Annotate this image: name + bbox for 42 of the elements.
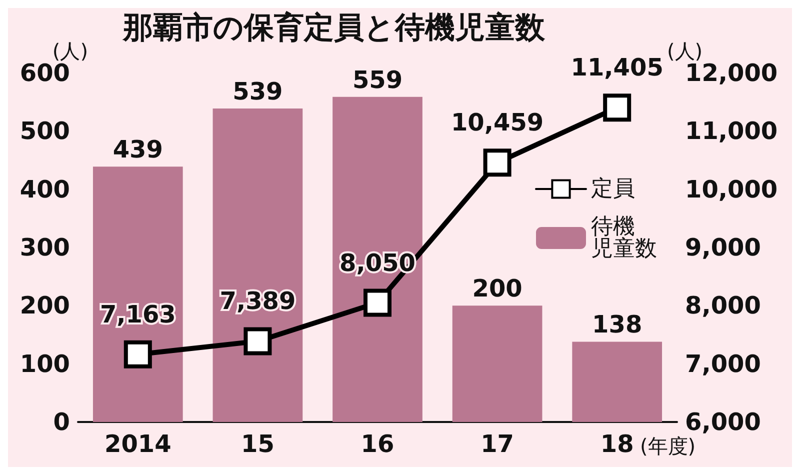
point [244,327,272,356]
y-tick-label: 0 [53,408,70,436]
y-tick-label: 400 [20,175,70,204]
y-tick-label: 100 [20,350,70,378]
point [124,340,152,368]
chart-title: 那覇市の保育定員と待機児童数 [122,10,546,46]
bar [452,306,542,422]
y-tick-label: 300 [20,234,70,262]
data-label: 10,459 [450,108,544,137]
data-label: 138 [592,310,642,339]
data-label: 200 [472,274,522,303]
x-tick-label: 16 [360,430,394,458]
x-axis-title: (年度) [640,434,696,458]
y2-tick-label: 10,000 [685,175,778,204]
y-axis-title: (人) [52,39,88,63]
point [603,94,632,122]
data-label: 439 [112,136,163,164]
y2-axis-title: (人) [667,39,703,63]
x-tick-label: 18 [600,430,634,458]
bar [92,166,183,422]
y2-tick-label: 9,000 [685,234,761,262]
point [483,148,512,177]
x-tick-label: 2014 [104,430,172,458]
bar [212,108,303,422]
legend-label: 定員 [591,176,635,202]
bar [572,342,662,422]
y-tick-label: 500 [20,117,70,146]
data-label: 7,389 [220,287,296,316]
data-label: 7,163 [100,300,176,328]
data-label: 559 [352,66,403,94]
data-label: 11,405 [570,54,664,82]
bar [332,96,422,422]
point [364,288,392,317]
data-label: 539 [232,77,283,106]
legend-label: 待機児童数 [591,214,657,262]
y2-tick-label: 7,000 [685,350,761,378]
y-tick-label: 200 [20,292,70,320]
x-tick-label: 17 [480,430,514,458]
x-tick-label: 15 [240,430,274,458]
y2-tick-label: 6,000 [685,408,761,436]
y2-tick-label: 11,000 [685,117,778,146]
y2-tick-label: 8,000 [685,292,761,320]
